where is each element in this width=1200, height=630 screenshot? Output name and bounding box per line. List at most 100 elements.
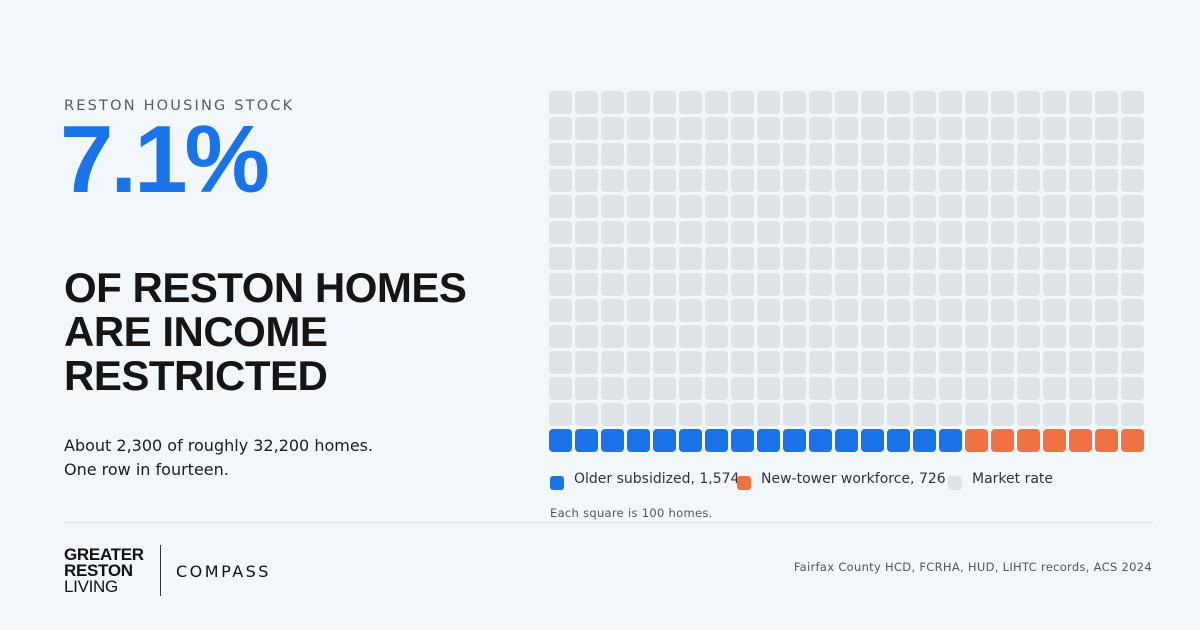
waffle-square-market-rate (601, 247, 624, 270)
waffle-square-market-rate (731, 377, 754, 400)
waffle-square-older-subsidized (601, 429, 624, 452)
waffle-square-market-rate (549, 195, 572, 218)
waffle-square-market-rate (1121, 247, 1144, 270)
waffle-square-market-rate (1121, 117, 1144, 140)
logo-line: RESTON (64, 561, 133, 580)
legend-swatch (737, 476, 751, 490)
waffle-square-market-rate (835, 91, 858, 114)
waffle-square-market-rate (783, 195, 806, 218)
waffle-square-market-rate (991, 377, 1014, 400)
waffle-square-market-rate (601, 377, 624, 400)
waffle-square-market-rate (653, 195, 676, 218)
waffle-square-market-rate (1043, 273, 1066, 296)
waffle-square-market-rate (1095, 247, 1118, 270)
subtext-line: One row in fourteen. (64, 460, 229, 479)
waffle-square-market-rate (1121, 91, 1144, 114)
waffle-square-market-rate (783, 247, 806, 270)
waffle-square-market-rate (549, 247, 572, 270)
waffle-square-market-rate (1121, 273, 1144, 296)
waffle-square-market-rate (913, 143, 936, 166)
legend-label: New-tower workforce, 726 (761, 471, 946, 487)
waffle-square-market-rate (627, 325, 650, 348)
waffle-square-market-rate (887, 247, 910, 270)
waffle-square-market-rate (627, 351, 650, 374)
waffle-square-new-tower-workforce (1043, 429, 1066, 452)
waffle-square-market-rate (549, 143, 572, 166)
waffle-square-market-rate (939, 403, 962, 426)
waffle-square-market-rate (1043, 403, 1066, 426)
waffle-square-market-rate (1069, 91, 1092, 114)
waffle-square-market-rate (887, 403, 910, 426)
waffle-square-market-rate (679, 91, 702, 114)
waffle-square-market-rate (1043, 91, 1066, 114)
waffle-square-market-rate (783, 403, 806, 426)
waffle-square-market-rate (627, 91, 650, 114)
waffle-square-market-rate (835, 221, 858, 244)
waffle-square-market-rate (1043, 325, 1066, 348)
waffle-square-market-rate (679, 221, 702, 244)
waffle-square-market-rate (653, 221, 676, 244)
waffle-square-market-rate (705, 221, 728, 244)
waffle-square-market-rate (679, 143, 702, 166)
waffle-square-older-subsidized (757, 429, 780, 452)
waffle-square-market-rate (835, 195, 858, 218)
waffle-square-market-rate (679, 273, 702, 296)
logo-divider (160, 545, 161, 596)
waffle-square-market-rate (991, 169, 1014, 192)
waffle-square-market-rate (575, 299, 598, 322)
waffle-square-market-rate (575, 91, 598, 114)
waffle-square-market-rate (887, 351, 910, 374)
headline-line: OF RESTON HOMES (64, 264, 467, 311)
waffle-square-older-subsidized (861, 429, 884, 452)
headline: OF RESTON HOMES ARE INCOME RESTRICTED (64, 266, 504, 398)
waffle-square-market-rate (1017, 117, 1040, 140)
waffle-square-market-rate (731, 195, 754, 218)
waffle-square-market-rate (1017, 351, 1040, 374)
waffle-square-market-rate (939, 299, 962, 322)
waffle-square-market-rate (835, 325, 858, 348)
waffle-square-market-rate (705, 195, 728, 218)
waffle-square-market-rate (705, 325, 728, 348)
waffle-square-market-rate (627, 143, 650, 166)
waffle-square-market-rate (913, 273, 936, 296)
waffle-square-market-rate (601, 195, 624, 218)
waffle-square-new-tower-workforce (1017, 429, 1040, 452)
waffle-square-market-rate (679, 377, 702, 400)
waffle-square-market-rate (731, 299, 754, 322)
divider (64, 522, 1154, 523)
waffle-square-older-subsidized (627, 429, 650, 452)
waffle-square-market-rate (757, 403, 780, 426)
waffle-square-market-rate (627, 273, 650, 296)
waffle-square-market-rate (575, 351, 598, 374)
waffle-square-market-rate (653, 247, 676, 270)
waffle-square-market-rate (965, 221, 988, 244)
waffle-square-market-rate (783, 377, 806, 400)
waffle-square-market-rate (809, 351, 832, 374)
waffle-square-market-rate (601, 221, 624, 244)
waffle-square-older-subsidized (887, 429, 910, 452)
waffle-square-market-rate (1121, 169, 1144, 192)
waffle-square-market-rate (705, 377, 728, 400)
waffle-square-market-rate (783, 169, 806, 192)
waffle-square-market-rate (809, 195, 832, 218)
waffle-square-market-rate (653, 403, 676, 426)
waffle-square-market-rate (1069, 351, 1092, 374)
waffle-square-market-rate (965, 403, 988, 426)
waffle-square-market-rate (835, 351, 858, 374)
waffle-square-market-rate (1095, 325, 1118, 348)
waffle-square-market-rate (1095, 273, 1118, 296)
waffle-square-market-rate (1121, 351, 1144, 374)
waffle-square-market-rate (549, 351, 572, 374)
waffle-square-market-rate (861, 273, 884, 296)
waffle-square-market-rate (965, 299, 988, 322)
waffle-square-market-rate (1095, 195, 1118, 218)
waffle-square-new-tower-workforce (965, 429, 988, 452)
waffle-square-market-rate (991, 117, 1014, 140)
waffle-square-market-rate (861, 117, 884, 140)
waffle-square-market-rate (575, 117, 598, 140)
waffle-square-market-rate (939, 247, 962, 270)
compass-logo: COMPASS (176, 562, 271, 581)
waffle-square-market-rate (1095, 143, 1118, 166)
waffle-square-market-rate (835, 247, 858, 270)
waffle-square-market-rate (1069, 247, 1092, 270)
